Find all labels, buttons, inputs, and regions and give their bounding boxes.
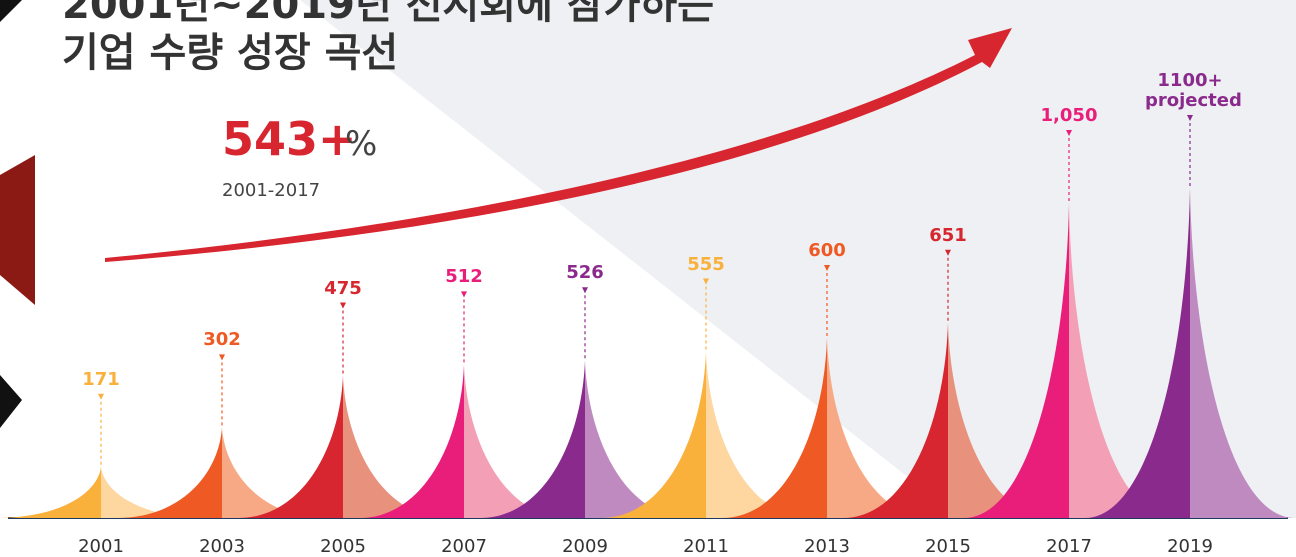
value-label: 475 (298, 279, 388, 299)
x-tick-label: 2017 (1046, 536, 1092, 557)
value-label: 302 (177, 330, 267, 350)
leader-marker (98, 394, 104, 400)
spike-left (0, 467, 101, 518)
leader-marker (340, 303, 346, 309)
chart-title: 기업 수량 성장 곡선 (62, 30, 398, 76)
leader-marker (461, 291, 467, 297)
decoration (0, 0, 22, 22)
x-tick-label: 2003 (199, 536, 245, 557)
x-tick-label: 2013 (804, 536, 850, 557)
x-tick-label: 2001 (78, 536, 124, 557)
x-tick-label: 2009 (562, 536, 608, 557)
chart-title: 2001년~2019년 전시회에 참가하는 (62, 0, 714, 28)
value-label: 1100+ projected (1145, 71, 1235, 111)
page: 2001년~2019년 전시회에 참가하는 기업 수량 성장 곡선 543+ %… (0, 0, 1296, 557)
leader-marker (219, 354, 225, 360)
x-tick-label: 2011 (683, 536, 729, 557)
x-tick-label: 2007 (441, 536, 487, 557)
value-label: 555 (661, 255, 751, 275)
x-tick-label: 2015 (925, 536, 971, 557)
decoration (0, 155, 35, 305)
leader-marker (582, 287, 588, 293)
value-label: 600 (782, 241, 872, 261)
x-tick-label: 2019 (1167, 536, 1213, 557)
highlight-unit: % (345, 124, 377, 164)
highlight-value: 543+ (222, 112, 357, 166)
value-label: 512 (419, 267, 509, 287)
value-label: 171 (56, 370, 146, 390)
x-tick-label: 2005 (320, 536, 366, 557)
chart: 2001년~2019년 전시회에 참가하는 기업 수량 성장 곡선 543+ %… (0, 0, 1296, 557)
highlight-period: 2001-2017 (222, 180, 320, 201)
decoration (0, 375, 22, 428)
value-label: 526 (540, 263, 630, 283)
value-label: 1,050 (1024, 106, 1114, 126)
value-label: 651 (903, 226, 993, 246)
